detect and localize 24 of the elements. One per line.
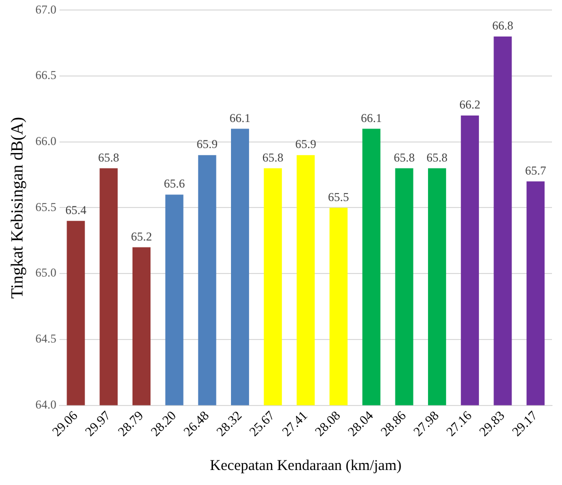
data-label: 65.6 <box>164 176 185 191</box>
y-axis-title: Tingkat Kebisingan dB(A) <box>8 116 27 299</box>
data-label: 65.4 <box>65 203 86 218</box>
data-label: 65.7 <box>525 164 546 178</box>
data-label: 66.1 <box>230 110 251 125</box>
data-label: 65.8 <box>262 150 284 164</box>
y-tick-label: 67.0 <box>35 2 56 16</box>
data-label: 66.1 <box>360 110 382 125</box>
data-label: 65.8 <box>394 150 415 164</box>
data-label: 65.5 <box>328 190 350 204</box>
data-label: 65.8 <box>98 150 120 164</box>
y-tick-label: 66.5 <box>35 68 56 82</box>
x-axis-title: Kecepatan Kendaraan (km/jam) <box>210 458 402 474</box>
data-label: 65.9 <box>196 137 218 152</box>
y-tick-label: 64.0 <box>35 397 56 412</box>
data-label: 66.8 <box>492 18 514 33</box>
y-tick-label: 65.0 <box>35 266 56 280</box>
y-tick-label: 64.5 <box>35 332 56 346</box>
y-tick-label: 66.0 <box>35 134 56 148</box>
data-label: 66.2 <box>459 98 480 112</box>
data-label: 65.9 <box>295 137 316 152</box>
y-tick-label: 65.5 <box>35 200 56 214</box>
data-label: 65.2 <box>131 229 152 244</box>
data-label: 65.8 <box>426 150 448 164</box>
